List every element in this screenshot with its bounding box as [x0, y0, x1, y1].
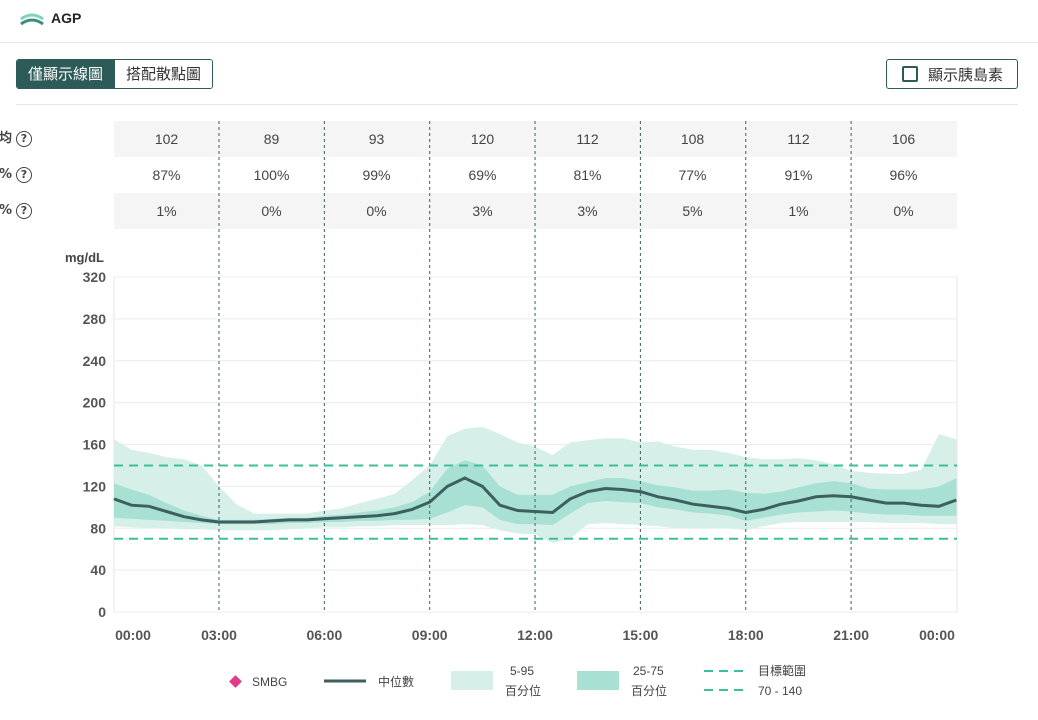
- y-axis-label: mg/dL: [65, 250, 104, 265]
- stats-cell: 120: [470, 131, 495, 147]
- x-tick-label: 15:00: [622, 627, 658, 643]
- stats-label: 平均?: [0, 121, 32, 157]
- band-25-75: [114, 460, 957, 526]
- view-mode-toggle: 僅顯示線圖 搭配散點圖: [16, 59, 214, 89]
- band-5-95-legend-swatch: [451, 671, 493, 690]
- stats-cell: 69%: [468, 167, 497, 183]
- stats-cell: 1%: [788, 203, 809, 219]
- app-logo-icon: [20, 13, 44, 26]
- stats-cell: 99%: [362, 167, 391, 183]
- y-tick-label: 280: [83, 311, 107, 327]
- stats-cell: 3%: [577, 203, 598, 219]
- legend-label: 中位數: [378, 674, 414, 689]
- x-tick-label: 06:00: [306, 627, 342, 643]
- show-insulin-label: 顯示胰島素: [928, 65, 1004, 84]
- y-tick-label: 320: [83, 269, 107, 285]
- legend-sublabel: 百分位: [631, 683, 667, 698]
- median-line: [113, 476, 957, 524]
- x-tick-label: 21:00: [833, 627, 869, 643]
- x-tick-label: 12:00: [517, 627, 553, 643]
- app-title: AGP: [51, 10, 82, 26]
- stats-cell: 87%: [152, 167, 181, 183]
- x-tick-label: 03:00: [201, 627, 237, 643]
- x-tick-label: 00:00: [919, 627, 955, 643]
- stats-cell: 102: [154, 131, 179, 147]
- y-tick-label: 240: [83, 353, 107, 369]
- stats-cell: 77%: [678, 167, 707, 183]
- stats-cell: 93: [368, 131, 385, 147]
- stats-cell: 108: [680, 131, 705, 147]
- question-icon[interactable]: ?: [16, 131, 32, 147]
- checkbox-icon[interactable]: [902, 66, 918, 82]
- stats-label: 範圍內 %?: [0, 157, 32, 193]
- stats-cell: 0%: [893, 203, 914, 219]
- legend-label: 5-95: [510, 664, 534, 678]
- question-icon[interactable]: ?: [16, 167, 32, 183]
- stats-cell: 0%: [366, 203, 387, 219]
- y-tick-label: 160: [83, 437, 107, 453]
- stats-cell: 89: [263, 131, 280, 147]
- legend-label: 目標範圍: [758, 663, 806, 678]
- stats-cell: 0%: [261, 203, 282, 219]
- legend-sublabel: 百分位: [505, 683, 541, 698]
- y-tick-label: 80: [90, 520, 106, 536]
- top-bar: AGP: [0, 0, 1038, 43]
- stats-cell: 96%: [889, 167, 918, 183]
- y-tick-label: 0: [98, 604, 106, 620]
- line-only-button[interactable]: 僅顯示線圖: [17, 60, 115, 88]
- y-tick-label: 120: [83, 478, 107, 494]
- smbg-marker-icon: [229, 675, 242, 688]
- show-insulin-toggle[interactable]: 顯示胰島素: [886, 59, 1018, 89]
- stats-cell: 106: [891, 131, 916, 147]
- band-25-75-legend-swatch: [577, 671, 619, 690]
- divider: [16, 104, 1018, 105]
- stats-cell: 1%: [156, 203, 177, 219]
- question-icon[interactable]: ?: [16, 203, 32, 219]
- stats-row-in-range: 範圍內 %? 87% 100% 99% 69% 81% 77% 91% 96%: [0, 157, 960, 193]
- stats-cell: 112: [787, 131, 810, 147]
- stats-cell: 100%: [253, 167, 290, 183]
- legend-label: 25-75: [633, 664, 664, 678]
- x-tick-label: 18:00: [728, 627, 764, 643]
- stats-cell: 91%: [784, 167, 813, 183]
- x-tick-label: 09:00: [412, 627, 448, 643]
- stats-cell: 112: [576, 131, 599, 147]
- with-scatter-button[interactable]: 搭配散點圖: [114, 60, 213, 88]
- stats-cell: 81%: [573, 167, 602, 183]
- legend-label: SMBG: [252, 675, 287, 689]
- stats-label: 低血糖 %?: [0, 193, 32, 229]
- stats-cell: 5%: [682, 203, 703, 219]
- x-tick-label: 00:00: [115, 627, 151, 643]
- stats-cell: 3%: [472, 203, 493, 219]
- y-tick-label: 40: [90, 562, 106, 578]
- legend-sublabel: 70 - 140: [758, 684, 802, 698]
- y-tick-label: 200: [83, 395, 107, 411]
